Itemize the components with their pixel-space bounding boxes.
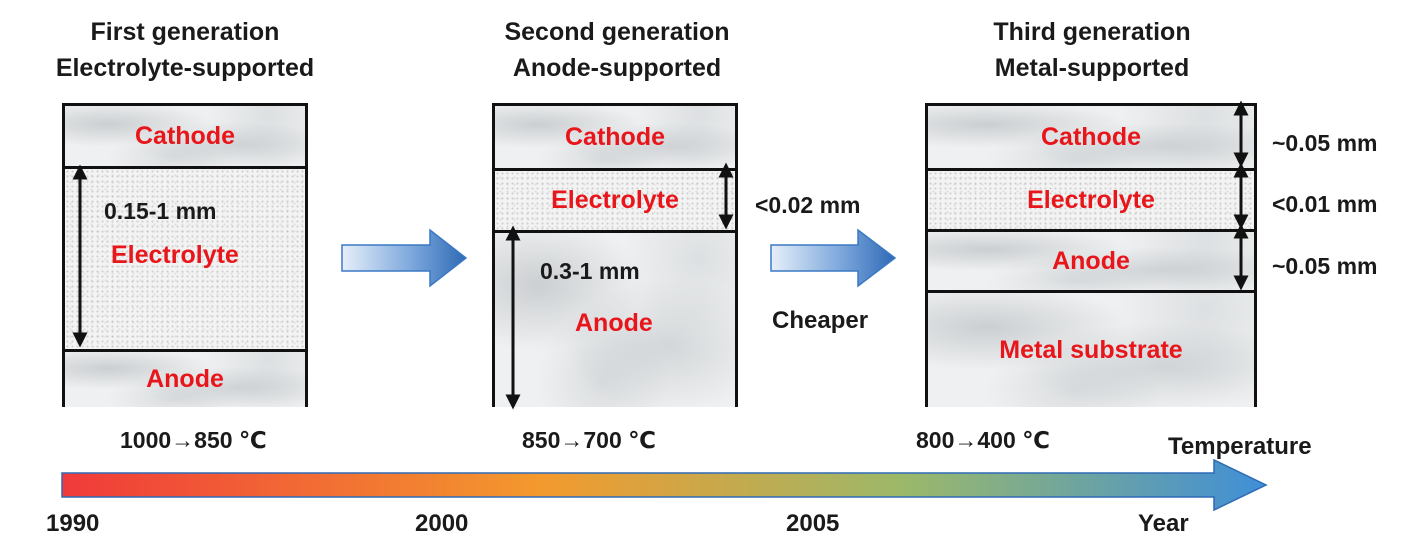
third-generation-title-line2: Metal-supported <box>994 54 1190 82</box>
temperature-axis-label: Temperature <box>1168 433 1312 460</box>
third-generation-title-line1: Third generation <box>993 18 1191 46</box>
third-electrolyte-label: Electrolyte <box>1027 185 1155 214</box>
progress-arrow-1 <box>341 228 468 288</box>
third-metal-substrate-label: Metal substrate <box>999 335 1183 364</box>
second-generation-stack: Cathode Electrolyte Anode <box>492 103 738 407</box>
second-cathode-label: Cathode <box>565 122 665 151</box>
second-generation-title-line1: Second generation <box>504 18 730 46</box>
second-generation-temperature: 850→700 ℃ <box>522 427 656 453</box>
third-metal-substrate-layer: Metal substrate <box>928 290 1254 407</box>
first-generation-title-line1: First generation <box>90 18 280 46</box>
third-anode-layer: Anode <box>928 229 1254 290</box>
progress-arrow-2 <box>770 228 897 288</box>
third-electrolyte-layer: Electrolyte <box>928 168 1254 229</box>
third-generation-temperature: 800→400 ℃ <box>916 427 1050 453</box>
first-cathode-layer: Cathode <box>65 106 305 166</box>
year-axis-label: Year <box>1138 510 1189 537</box>
first-cathode-label: Cathode <box>135 121 235 150</box>
first-anode-layer: Anode <box>65 349 305 407</box>
timeline-arrow <box>61 458 1268 512</box>
first-generation-stack: Cathode Electrolyte Anode <box>62 103 308 407</box>
second-cathode-layer: Cathode <box>495 106 735 168</box>
first-electrolyte-dimension: 0.15-1 mm <box>104 198 217 224</box>
second-electrolyte-label: Electrolyte <box>551 186 679 214</box>
year-2000: 2000 <box>415 510 469 537</box>
first-generation-title-line2: Electrolyte-supported <box>55 54 315 82</box>
second-electrolyte-dimension: <0.02 mm <box>755 192 861 218</box>
third-anode-label: Anode <box>1052 246 1130 275</box>
second-generation-title-line2: Anode-supported <box>512 54 722 82</box>
second-generation-title: Second generation Anode-supported <box>462 14 772 86</box>
first-generation-temperature: 1000→850 ℃ <box>120 427 267 453</box>
third-generation-title: Third generation Metal-supported <box>937 14 1247 86</box>
second-electrolyte-layer: Electrolyte <box>495 168 735 230</box>
second-anode-dimension: 0.3-1 mm <box>540 258 640 284</box>
first-generation-title: First generation Electrolyte-supported <box>30 14 340 86</box>
year-1990: 1990 <box>46 510 100 537</box>
third-cathode-dimension: ~0.05 mm <box>1272 130 1378 156</box>
year-2005: 2005 <box>786 510 840 537</box>
first-anode-label: Anode <box>146 365 224 393</box>
third-electrolyte-dimension: <0.01 mm <box>1272 191 1378 217</box>
third-cathode-layer: Cathode <box>928 106 1254 168</box>
third-cathode-label: Cathode <box>1041 122 1141 151</box>
first-electrolyte-layer: Electrolyte <box>65 166 305 349</box>
cheaper-label: Cheaper <box>772 307 869 334</box>
third-anode-dimension: ~0.05 mm <box>1272 253 1378 279</box>
second-anode-layer: Anode <box>495 230 735 407</box>
first-electrolyte-label: Electrolyte <box>111 241 239 269</box>
second-anode-label: Anode <box>575 309 653 337</box>
third-generation-stack: Cathode Electrolyte Anode Metal substrat… <box>925 103 1257 407</box>
